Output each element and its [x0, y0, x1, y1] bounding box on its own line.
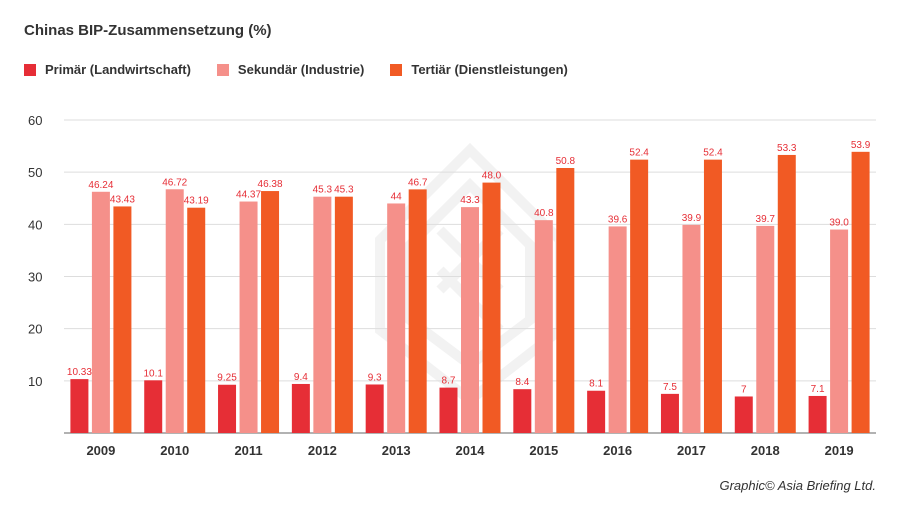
bar-2019-series-2	[851, 151, 870, 434]
y-tick-label: 10	[28, 374, 42, 389]
bar-2010-series-1	[165, 189, 184, 433]
bar-2012-series-2	[334, 196, 353, 433]
bar-2014-series-1	[461, 207, 479, 433]
bar-value-label: 9.25	[217, 373, 237, 384]
x-tick-label: 2016	[603, 443, 632, 458]
legend-label-secondary: Sekundär (Industrie)	[237, 62, 365, 77]
legend-item-tertiary: Tertiär (Dienstleistungen)	[390, 62, 568, 77]
bar-value-label: 53.3	[777, 143, 797, 154]
bar-value-label: 52.4	[629, 148, 649, 159]
bar-2018-series-2	[777, 154, 796, 433]
bar-2014-series-2	[482, 182, 501, 433]
x-tick-label: 2011	[234, 443, 262, 458]
legend-swatch-secondary	[216, 63, 229, 76]
bar-value-label: 46.72	[162, 177, 187, 188]
bar-2016-series-2	[630, 159, 649, 433]
bar-value-label: 39.6	[608, 214, 628, 225]
x-tick-label: 2015	[529, 443, 558, 458]
bar-value-label: 8.1	[589, 379, 603, 390]
bar-value-label: 45.3	[334, 185, 354, 196]
bar-2016-series-0	[587, 390, 606, 433]
bar-2012-series-1	[313, 196, 332, 433]
bar-value-label: 10.1	[143, 368, 163, 379]
bar-2013-series-1	[387, 203, 406, 433]
bar-value-label: 45.3	[313, 185, 333, 196]
legend-swatch-primary	[24, 63, 36, 76]
bar-value-label: 52.4	[703, 148, 723, 159]
bar-2015-series-0	[513, 389, 532, 433]
chart-title: Chinas BIP-Zusammensetzung (%)	[24, 22, 272, 39]
legend-label-primary: Primär (Landwirtschaft)	[45, 62, 191, 77]
bar-2019-series-0	[808, 395, 827, 433]
bar-value-label: 7.1	[811, 384, 825, 395]
bar-value-label: 7	[741, 384, 747, 395]
y-tick-label: 50	[28, 165, 42, 180]
bar-2009-series-2	[113, 206, 132, 433]
bar-2009-series-0	[70, 379, 89, 433]
bar-2017-series-0	[660, 393, 679, 433]
bar-value-label: 50.8	[556, 156, 576, 167]
bar-2010-series-0	[144, 380, 163, 433]
bar-value-label: 46.7	[408, 177, 428, 188]
bar-value-label: 10.33	[67, 367, 92, 378]
bar-value-label: 44	[391, 191, 403, 202]
bar-value-label: 9.3	[368, 372, 382, 383]
bar-2015-series-1	[534, 220, 553, 433]
bar-value-label: 40.8	[534, 208, 554, 219]
bar-2019-series-1	[830, 229, 849, 433]
legend: Primär (Landwirtschaft) Sekundär (Indust…	[24, 62, 594, 77]
bar-value-label: 39.9	[682, 213, 702, 224]
credit-text: Graphic© Asia Briefing Ltd.	[719, 478, 876, 493]
bar-2012-series-0	[291, 383, 310, 433]
legend-item-primary: Primär (Landwirtschaft)	[24, 62, 191, 77]
bar-2011-series-0	[218, 384, 237, 433]
bar-value-label: 43.3	[460, 195, 480, 206]
bar-value-label: 39.0	[829, 218, 849, 229]
bar-value-label: 8.4	[515, 377, 529, 388]
y-tick-label: 30	[28, 270, 42, 285]
bar-2011-series-2	[261, 191, 280, 433]
x-tick-label: 2010	[160, 443, 189, 458]
x-tick-label: 2012	[308, 443, 337, 458]
x-tick-label: 2019	[825, 443, 854, 458]
bar-2017-series-2	[703, 159, 722, 433]
bar-2010-series-2	[187, 207, 206, 433]
bar-2009-series-1	[91, 191, 110, 433]
legend-label-tertiary: Tertiär (Dienstleistungen)	[411, 62, 568, 77]
bar-value-label: 48.0	[482, 171, 502, 182]
bar-value-label: 7.5	[663, 382, 677, 393]
legend-item-secondary: Sekundär (Industrie)	[216, 62, 365, 77]
x-tick-label: 2018	[751, 443, 780, 458]
bar-value-label: 39.7	[756, 214, 776, 225]
y-tick-label: 40	[28, 217, 42, 232]
bar-2013-series-0	[365, 384, 384, 433]
bar-2018-series-0	[734, 396, 753, 433]
bar-2014-series-0	[439, 387, 458, 433]
bar-value-label: 44.37	[236, 190, 261, 201]
bar-2016-series-1	[608, 226, 627, 433]
bar-2015-series-2	[556, 167, 575, 433]
bar-value-label: 53.9	[851, 140, 871, 151]
legend-swatch-tertiary	[390, 63, 403, 76]
bar-value-label: 43.19	[184, 196, 209, 207]
x-tick-label: 2013	[382, 443, 411, 458]
bar-2018-series-1	[756, 225, 775, 433]
y-tick-label: 20	[28, 322, 42, 337]
bar-value-label: 46.38	[258, 179, 283, 190]
bar-value-label: 9.4	[294, 372, 308, 383]
bar-value-label: 8.7	[442, 376, 456, 387]
bar-2011-series-1	[239, 201, 258, 433]
bar-2017-series-1	[682, 224, 701, 433]
y-tick-label: 60	[28, 113, 42, 128]
bar-2013-series-2	[408, 189, 427, 433]
x-tick-label: 2009	[86, 443, 115, 458]
x-tick-label: 2014	[456, 443, 486, 458]
bar-value-label: 46.24	[88, 180, 113, 191]
bar-value-label: 43.43	[110, 194, 135, 205]
x-tick-label: 2017	[677, 443, 706, 458]
